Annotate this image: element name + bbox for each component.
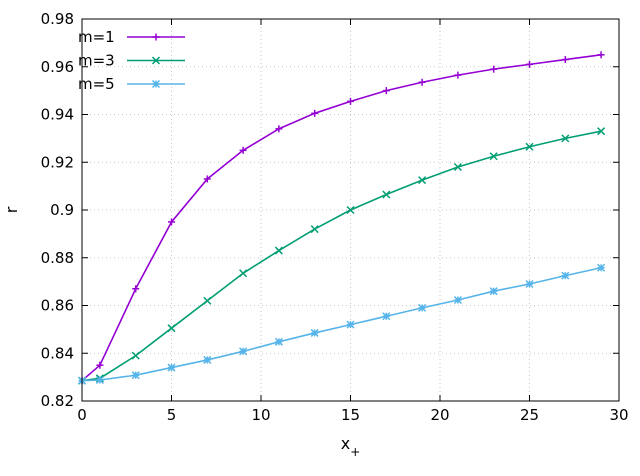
data-point <box>239 347 248 356</box>
x-tick-label: 30 <box>609 406 628 424</box>
data-point <box>454 71 462 79</box>
legend-label: m=1 <box>78 28 115 46</box>
data-point <box>453 162 462 172</box>
data-point <box>310 328 319 337</box>
data-point <box>418 78 426 86</box>
legend-marker <box>151 79 161 89</box>
axis-ticks: 0 5 10 15 20 25 30 0.82 0.84 0.86 0.88 0.9 0.92 0.94 0… <box>41 10 629 424</box>
data-point <box>525 142 534 151</box>
data-point <box>382 190 391 199</box>
legend-label: m=3 <box>78 52 115 70</box>
data-point <box>597 51 605 59</box>
series-m-3 <box>77 127 606 385</box>
legend-label: m=5 <box>78 75 115 93</box>
data-point <box>418 176 427 185</box>
data-point <box>490 65 498 73</box>
data-point <box>382 312 391 321</box>
data-point <box>597 263 606 272</box>
data-point <box>310 225 319 234</box>
data-point <box>95 375 104 385</box>
legend-marker <box>151 56 161 65</box>
x-tick-label: 10 <box>251 406 270 424</box>
data-point <box>203 296 212 305</box>
y-tick-label: 0.92 <box>41 153 74 171</box>
legend-item: m=3 <box>78 52 185 70</box>
y-tick-label: 0.84 <box>41 344 74 362</box>
data-point <box>346 320 355 329</box>
series-layer <box>77 51 606 385</box>
x-tick-label: 5 <box>167 406 177 424</box>
x-axis-title: x+ <box>341 434 361 459</box>
data-point <box>132 285 140 293</box>
data-point <box>274 246 283 255</box>
data-point <box>167 324 176 333</box>
x-tick-label: 25 <box>520 406 539 424</box>
data-point <box>597 127 606 136</box>
y-tick-label: 0.9 <box>50 201 74 219</box>
data-point <box>311 109 319 117</box>
data-point <box>167 363 176 372</box>
data-point <box>382 87 390 95</box>
data-point <box>418 303 427 312</box>
data-point <box>489 152 498 161</box>
data-point <box>131 351 140 360</box>
legend-item: m=5 <box>78 75 185 93</box>
data-point <box>453 295 462 305</box>
data-point <box>561 56 569 64</box>
series-m-5 <box>77 263 606 385</box>
data-point <box>347 97 354 105</box>
data-point <box>489 287 498 296</box>
data-point <box>561 134 570 143</box>
y-tick-label: 0.82 <box>41 392 74 410</box>
data-point <box>239 269 248 278</box>
x-axis-title-subscript: + <box>350 445 360 459</box>
legend-marker <box>152 33 160 41</box>
data-point <box>526 60 533 68</box>
legend: m=1 m=3 m=5 <box>78 28 185 93</box>
y-axis-title: r <box>2 206 21 213</box>
y-tick-label: 0.86 <box>41 297 74 315</box>
series-line <box>81 54 602 382</box>
data-point <box>561 271 570 280</box>
data-point <box>131 371 140 380</box>
data-point <box>203 355 212 364</box>
x-tick-label: 20 <box>430 406 449 424</box>
data-point <box>96 361 104 369</box>
series-line <box>81 130 602 382</box>
data-point <box>346 205 355 215</box>
data-point <box>275 125 283 133</box>
x-axis-title-main: x <box>341 434 350 453</box>
y-tick-label: 0.96 <box>41 58 74 76</box>
y-tick-label: 0.88 <box>41 249 74 267</box>
x-tick-label: 0 <box>77 406 87 424</box>
x-tick-label: 15 <box>341 406 360 424</box>
data-point <box>239 146 247 154</box>
data-point <box>525 279 534 289</box>
y-tick-label: 0.98 <box>41 10 74 28</box>
legend-item: m=1 <box>78 28 185 46</box>
data-point <box>203 175 211 183</box>
series-line <box>81 266 602 382</box>
data-point <box>274 337 283 346</box>
y-tick-label: 0.94 <box>41 106 74 124</box>
data-point <box>168 218 175 226</box>
series-m-1 <box>78 51 605 385</box>
